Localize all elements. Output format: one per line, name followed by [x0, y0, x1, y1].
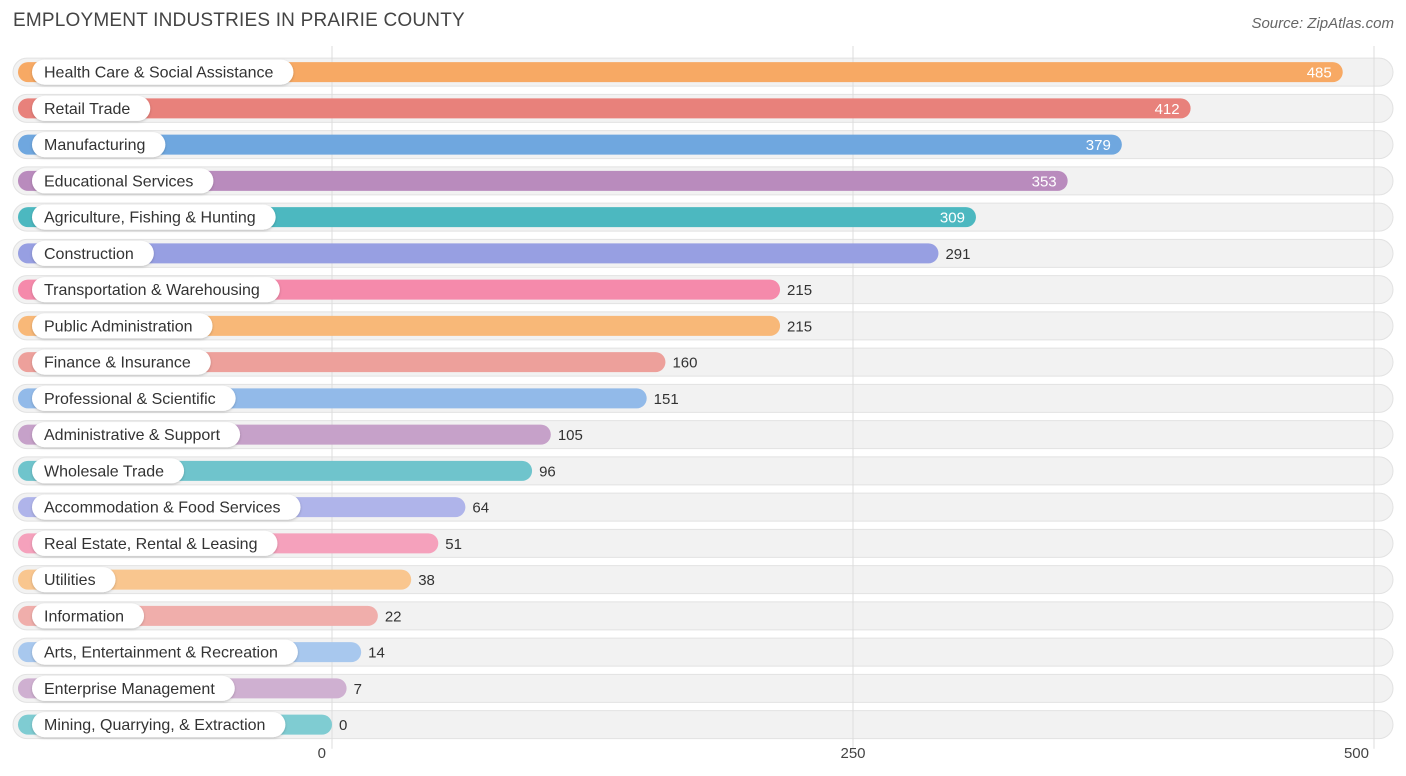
bar-label: Information	[44, 608, 124, 625]
bar-group: Transportation & Warehousing 215	[18, 277, 812, 303]
value-label: 0	[339, 717, 347, 734]
bar-label-pill	[32, 422, 241, 448]
bar-label: Utilities	[44, 572, 96, 589]
bar-label: Transportation & Warehousing	[44, 282, 260, 299]
bar	[18, 170, 1068, 191]
value-label: 105	[558, 427, 583, 444]
value-label: 291	[945, 246, 970, 263]
bar-label-pill	[32, 168, 214, 194]
bar-group: Arts, Entertainment & Recreation 14	[18, 639, 385, 665]
value-label: 215	[787, 318, 812, 335]
bar-label-pill	[32, 494, 301, 520]
bar-label-pill	[32, 95, 151, 121]
value-label: 379	[1086, 137, 1111, 154]
source-label: Source: ZipAtlas.com	[1251, 15, 1394, 32]
bar-label-pill	[32, 639, 298, 665]
value-label: 64	[472, 500, 489, 517]
bar-label: Accommodation & Food Services	[44, 500, 281, 517]
bar-group: Utilities 38	[18, 567, 435, 593]
bar-group: Health Care & Social Assistance 485	[18, 59, 1343, 85]
bar-group: Public Administration 215	[18, 313, 812, 339]
bar-label: Professional & Scientific	[44, 391, 216, 408]
bar-label: Mining, Quarrying, & Extraction	[44, 717, 265, 734]
bar-label: Public Administration	[44, 318, 193, 335]
bar	[18, 62, 1343, 83]
bar-group: Enterprise Management 7	[18, 675, 362, 701]
bar-label: Agriculture, Fishing & Hunting	[44, 210, 256, 227]
bar-label: Administrative & Support	[44, 427, 221, 444]
bar-group: Retail Trade 412	[18, 95, 1191, 121]
bar-group: Accommodation & Food Services 64	[18, 494, 489, 520]
x-tick-label: 500	[1344, 745, 1369, 762]
x-tick-label: 0	[318, 745, 326, 762]
bar-label: Manufacturing	[44, 137, 145, 154]
row-track	[12, 673, 1394, 703]
bar-label: Real Estate, Rental & Leasing	[44, 536, 257, 553]
bar-label-pill	[32, 349, 211, 375]
bar-group: Finance & Insurance 160	[18, 349, 697, 375]
value-label: 151	[654, 391, 679, 408]
bar-group: Real Estate, Rental & Leasing 51	[18, 530, 462, 556]
bar-label-pill	[32, 567, 116, 593]
bar-label-pill	[32, 712, 286, 738]
bar-label: Retail Trade	[44, 101, 130, 118]
bar-group: Professional & Scientific 151	[18, 385, 679, 411]
bar-group: Wholesale Trade 96	[18, 458, 556, 484]
bar-label: Arts, Entertainment & Recreation	[44, 645, 278, 662]
value-label: 412	[1155, 101, 1180, 118]
value-label: 51	[445, 536, 462, 553]
bar-group: Information 22	[18, 603, 402, 629]
bar	[18, 569, 412, 590]
x-tick-label: 250	[840, 745, 865, 762]
bar-label: Health Care & Social Assistance	[44, 65, 274, 82]
chart-title: EMPLOYMENT INDUSTRIES IN PRAIRIE COUNTY	[13, 10, 465, 31]
bar-label-pill	[32, 313, 213, 339]
bar-label-pill	[32, 458, 185, 484]
bar-label: Educational Services	[44, 173, 193, 190]
value-label: 14	[368, 645, 385, 662]
bar-group: Manufacturing 379	[18, 132, 1122, 158]
bar-label-pill	[32, 240, 154, 266]
value-label: 96	[539, 463, 556, 480]
bar-label: Construction	[44, 246, 134, 263]
bar-label-pill	[32, 204, 276, 230]
bar-label-pill	[32, 277, 280, 303]
value-label: 160	[672, 355, 697, 372]
bar-label: Wholesale Trade	[44, 463, 164, 480]
bar-group: Construction 291	[18, 240, 970, 266]
bar-label-pill	[32, 603, 145, 629]
bar-label: Enterprise Management	[44, 681, 215, 698]
bar-group: Agriculture, Fishing & Hunting 309	[18, 204, 976, 230]
bar-label-pill	[32, 385, 236, 411]
bar	[18, 134, 1122, 155]
bar-label-pill	[32, 530, 278, 556]
bar-label: Finance & Insurance	[44, 355, 191, 372]
value-label: 215	[787, 282, 812, 299]
row-track	[12, 710, 1394, 740]
bar-group: Administrative & Support 105	[18, 422, 583, 448]
value-label: 22	[385, 608, 402, 625]
value-label: 38	[418, 572, 435, 589]
bar-group: Educational Services 353	[18, 168, 1068, 194]
bar	[18, 98, 1191, 119]
bar-label-pill	[32, 132, 166, 158]
bar-label-pill	[32, 675, 235, 701]
bar	[18, 243, 939, 264]
value-label: 485	[1307, 65, 1332, 82]
value-label: 309	[940, 210, 965, 227]
bar-group: Mining, Quarrying, & Extraction 0	[18, 712, 347, 738]
bar-label-pill	[32, 59, 294, 85]
value-label: 353	[1032, 173, 1057, 190]
value-label: 7	[354, 681, 362, 698]
